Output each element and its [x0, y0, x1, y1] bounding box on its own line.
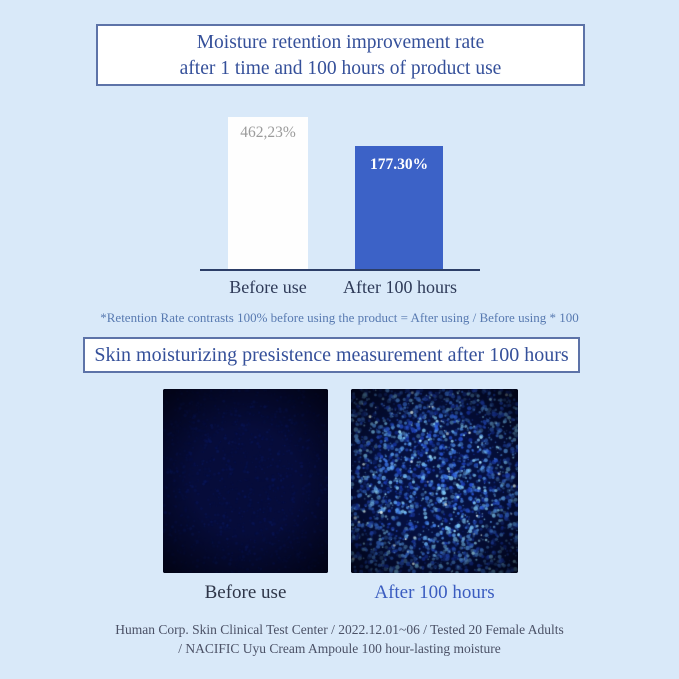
x-label-after-100-hours: After 100 hours [343, 277, 457, 297]
section1-title-line1: Moisture retention improvement rate [196, 32, 485, 53]
x-label-before-use: Before use [229, 277, 307, 297]
bar-after-100-hours: 177.30% [355, 146, 443, 270]
bar-before-use: 462,23% [228, 117, 308, 270]
x-axis-line [200, 269, 480, 271]
test-disclosure-line2: / NACIFIC Uyu Cream Ampoule 100 hour-las… [178, 640, 501, 656]
retention-rate-footnote: *Retention Rate contrasts 100% before us… [100, 310, 579, 325]
section1-title-line2: after 1 time and 100 hours of product us… [179, 58, 502, 79]
micrograph-before-label: Before use [204, 582, 287, 603]
test-disclosure-line1: Human Corp. Skin Clinical Test Center / … [115, 622, 564, 637]
bar-before-value: 462,23% [240, 124, 296, 141]
section2-title: Skin moisturizing presistence measuremen… [94, 344, 569, 366]
section1-title-box: Moisture retention improvement rate afte… [96, 24, 585, 86]
section2-title-box: Skin moisturizing presistence measuremen… [83, 337, 580, 373]
bar-after-value: 177.30% [369, 156, 429, 173]
micrograph-after-label: After 100 hours [374, 582, 495, 603]
test-disclosure: Human Corp. Skin Clinical Test Center / … [0, 621, 679, 658]
micrograph-before-use [163, 389, 328, 573]
micrograph-after-100-hours [351, 389, 518, 573]
